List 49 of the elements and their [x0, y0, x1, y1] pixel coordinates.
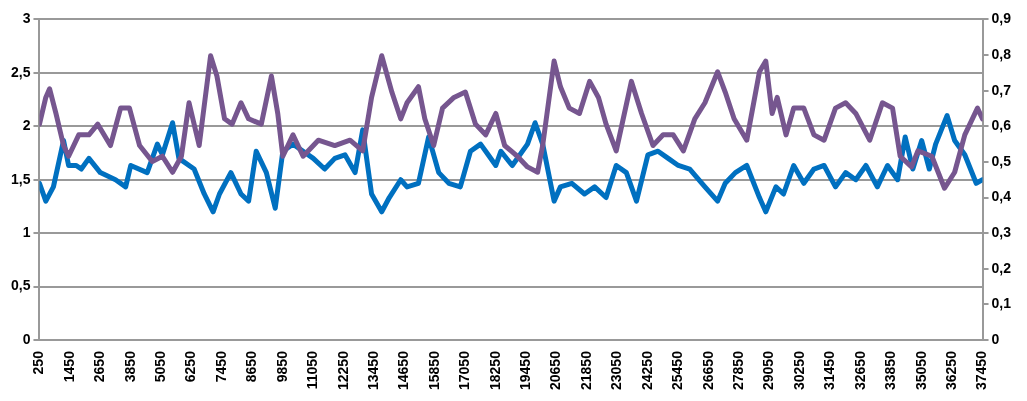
y-tick-label: 2,5	[10, 63, 31, 80]
x-tick-label: 31450	[821, 350, 838, 391]
x-tick-label: 36250	[942, 350, 959, 391]
x-tick-label: 37450	[973, 350, 990, 391]
x-tick-label: 18250	[486, 350, 503, 391]
y-tick-label: 0,5	[10, 277, 31, 294]
x-tick-label: 24250	[638, 350, 655, 391]
x-tick-label: 26650	[699, 350, 716, 391]
x-tick-label: 35050	[912, 350, 929, 391]
x-tick-label: 29050	[760, 350, 777, 391]
x-tick-label: 20650	[547, 350, 564, 391]
x-tick-label: 27850	[730, 350, 747, 391]
y2-tick-label: 0,8	[991, 45, 1012, 62]
y2-tick-label: 0,6	[991, 117, 1012, 134]
y2-tick-label: 0	[991, 330, 1000, 347]
y-tick-label: 2	[22, 117, 31, 134]
y-tick-label: 0	[22, 330, 31, 347]
x-tick-label: 11050	[304, 350, 321, 390]
y2-tick-label: 0,5	[991, 152, 1012, 169]
x-tick-label: 8650	[243, 350, 260, 383]
y2-tick-label: 0,9	[991, 10, 1012, 27]
x-tick-label: 33850	[882, 350, 899, 391]
x-tick-label: 25450	[669, 350, 686, 391]
y2-tick-label: 0,7	[991, 81, 1012, 98]
x-tick-label: 32650	[851, 350, 868, 391]
x-tick-label: 7450	[212, 350, 229, 383]
x-tick-label: 23050	[608, 350, 625, 391]
y-tick-label: 1	[22, 224, 31, 241]
x-tick-label: 21850	[577, 350, 594, 391]
x-tick-label: 14650	[395, 350, 412, 391]
x-tick-label: 3850	[121, 350, 138, 383]
x-tick-label: 30250	[790, 350, 807, 391]
x-tick-label: 2650	[91, 350, 108, 383]
y2-tick-label: 0,3	[991, 224, 1012, 241]
x-tick-label: 12250	[334, 350, 351, 391]
x-tick-label: 19450	[517, 350, 534, 391]
x-tick-label: 13450	[364, 350, 381, 391]
x-tick-label: 5050	[152, 350, 169, 383]
y-tick-label: 1,5	[10, 170, 31, 187]
y2-tick-label: 0,4	[991, 188, 1012, 205]
y2-tick-label: 0,2	[991, 259, 1012, 276]
x-tick-label: 15850	[425, 350, 442, 391]
x-tick-label: 250	[30, 350, 47, 375]
x-tick-label: 1450	[60, 350, 77, 383]
x-tick-label: 6250	[182, 350, 199, 383]
x-tick-label: 17050	[456, 350, 473, 391]
x-tick-label: 9850	[273, 350, 290, 383]
y2-tick-label: 0,1	[991, 295, 1012, 312]
y-tick-label: 3	[22, 10, 31, 27]
